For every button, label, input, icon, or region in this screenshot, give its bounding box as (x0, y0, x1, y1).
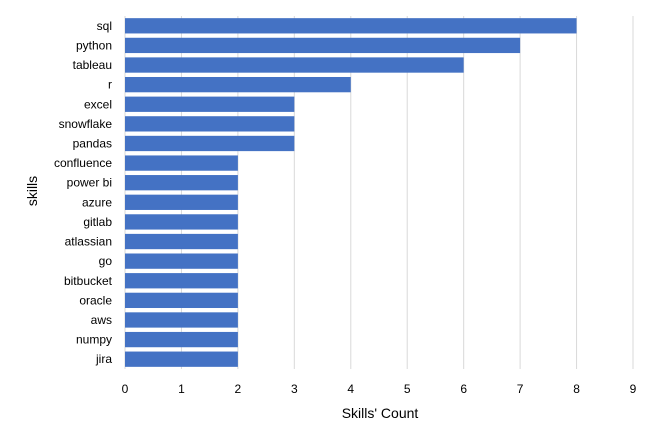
bar-pandas (125, 135, 295, 152)
x-axis-title: Skills' Count (342, 405, 419, 421)
y-tick-labels: sql python tableau r excel snowflake pandas con… (54, 19, 113, 366)
grid-lines (124, 16, 634, 369)
bar-sql (125, 18, 577, 34)
bar-numpy (125, 331, 238, 348)
bar-atlassian (125, 233, 238, 250)
y-category-label: tableau (73, 58, 112, 72)
y-category-label: aws (91, 313, 112, 327)
y-category-label: power bi (67, 176, 112, 190)
y-category-label: numpy (76, 333, 112, 347)
y-category-label: excel (84, 97, 112, 111)
y-category-label: sql (97, 19, 112, 33)
x-tick-label: 3 (291, 382, 298, 396)
bar-jira (125, 351, 238, 367)
x-tick-label: 4 (347, 382, 354, 396)
y-category-label: gitlab (83, 215, 112, 229)
y-category-label: snowflake (59, 117, 113, 131)
y-category-label: atlassian (65, 235, 112, 249)
y-category-label: azure (82, 195, 112, 209)
x-tick-labels: 0 1 2 3 4 5 6 7 8 9 (122, 382, 637, 396)
y-category-label: python (76, 38, 112, 52)
bar-azure (125, 194, 238, 210)
x-tick-label: 7 (517, 382, 524, 396)
x-tick-label: 6 (460, 382, 467, 396)
bar-excel (125, 96, 295, 112)
y-category-label: pandas (73, 136, 112, 150)
bar-python (125, 37, 521, 54)
x-tick-label: 9 (630, 382, 637, 396)
bar-tableau (125, 57, 464, 73)
y-category-label: jira (95, 352, 112, 366)
y-category-label: confluence (54, 156, 112, 170)
y-category-label: r (108, 78, 112, 92)
bar-r (125, 76, 351, 93)
bar-gitlab (125, 214, 238, 230)
x-tick-label: 2 (235, 382, 242, 396)
y-category-label: bitbucket (64, 274, 113, 288)
x-tick-label: 1 (178, 382, 185, 396)
bars (125, 18, 577, 367)
bar-bitbucket (125, 273, 238, 289)
bar-power-bi (125, 175, 238, 191)
bar-aws (125, 312, 238, 328)
x-tick-label: 5 (404, 382, 411, 396)
x-tick-label: 0 (122, 382, 129, 396)
y-category-label: go (99, 254, 113, 268)
y-category-label: oracle (79, 293, 112, 307)
bar-oracle (125, 292, 238, 309)
y-axis-title: skills (24, 176, 40, 206)
bar-snowflake (125, 116, 295, 132)
bar-go (125, 253, 238, 269)
x-tick-label: 8 (573, 382, 580, 396)
bar-confluence (125, 155, 238, 171)
